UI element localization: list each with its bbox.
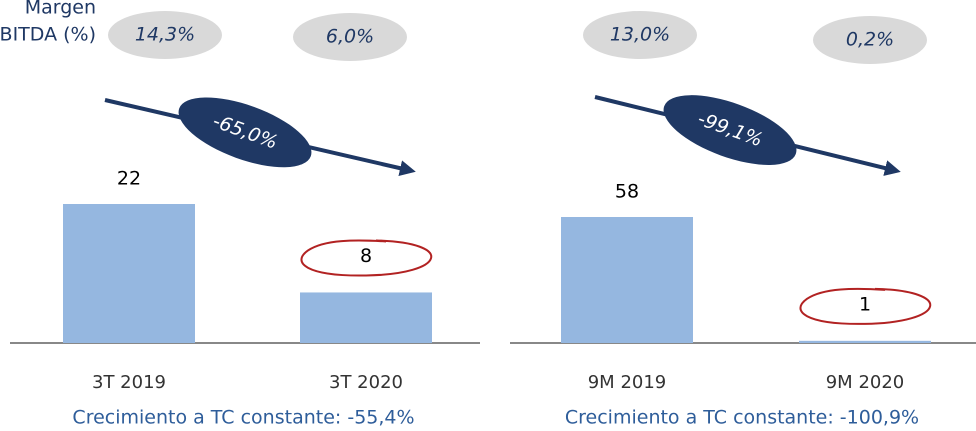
side-title: Margen xyxy=(25,0,96,19)
margin-bubble xyxy=(293,13,407,61)
highlight-circle xyxy=(799,287,931,325)
value-label: 58 xyxy=(615,181,639,203)
margin-bubble xyxy=(813,16,927,64)
bar xyxy=(300,292,432,343)
growth-badge: -99,1% xyxy=(663,95,797,165)
growth-note: Crecimiento a TC constante: -55,4% xyxy=(72,407,414,429)
margin-label: 0,2% xyxy=(846,29,894,51)
highlight-circle xyxy=(300,239,432,277)
value-label: 1 xyxy=(859,293,871,315)
bar xyxy=(561,217,693,343)
growth-badge: -65,0% xyxy=(178,97,312,168)
x-tick-label: 9M 2019 xyxy=(588,372,667,393)
bar xyxy=(799,340,931,343)
x-tick-label: 3T 2019 xyxy=(92,372,166,393)
value-label: 22 xyxy=(117,168,141,190)
margin-label: 14,3% xyxy=(135,24,195,46)
growth-bubble xyxy=(178,97,312,168)
growth-note: Crecimiento a TC constante: -100,9% xyxy=(565,407,919,429)
x-tick-label: 3T 2020 xyxy=(329,372,403,393)
margin-bubble xyxy=(583,11,697,59)
margin-label: 6,0% xyxy=(326,26,374,48)
margin-label: 13,0% xyxy=(610,24,670,46)
side-title: EBITDA (%) xyxy=(0,24,96,46)
bar xyxy=(63,204,195,343)
margin-bubble xyxy=(108,11,222,59)
x-tick-label: 9M 2020 xyxy=(826,372,905,393)
growth-bubble xyxy=(663,95,797,165)
value-label: 8 xyxy=(360,245,372,267)
